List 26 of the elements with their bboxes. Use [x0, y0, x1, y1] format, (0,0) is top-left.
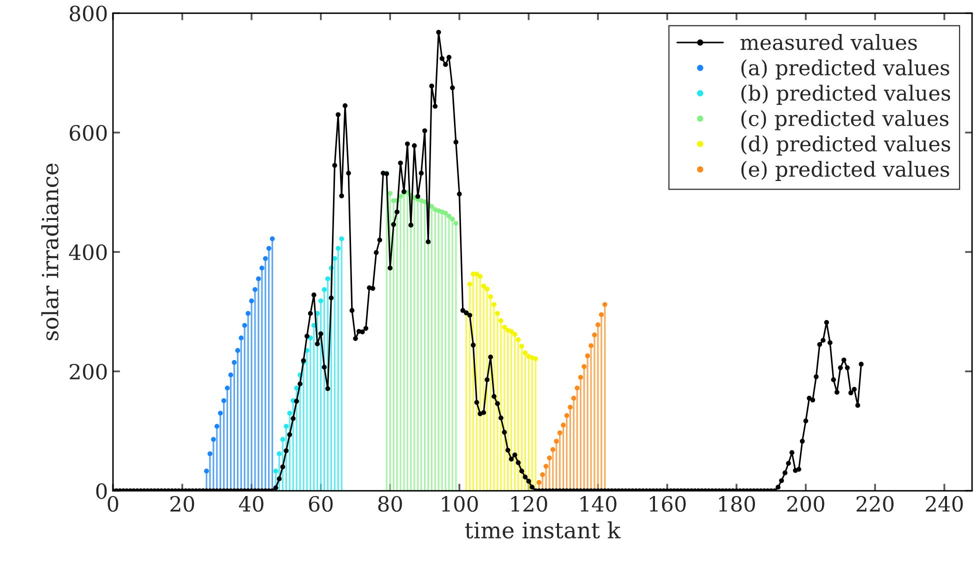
legend-label: (c) predicted values: [741, 110, 948, 130]
x-axis-title: time instant k: [465, 521, 621, 539]
x-tick-label: 60: [308, 496, 333, 512]
legend-label: (a) predicted values: [741, 59, 950, 80]
x-tick-label: 180: [719, 496, 755, 512]
legend-label: (b) predicted values: [741, 84, 950, 105]
y-tick-label: 0: [96, 483, 107, 499]
x-tick-label: 40: [238, 496, 264, 512]
x-tick-label: 0: [108, 496, 118, 512]
x-tick-label: 140: [580, 496, 616, 512]
y-tick-label: 400: [69, 244, 107, 260]
x-tick-label: 80: [378, 496, 402, 512]
y-tick-label: 600: [70, 125, 107, 141]
legend-label: (d) predicted values: [741, 135, 950, 156]
y-axis-title: solar irradiance: [41, 164, 58, 340]
legend-label: (e) predicted values: [741, 160, 950, 182]
y-tick-label: 200: [70, 364, 107, 380]
x-tick-label: 160: [650, 496, 686, 512]
legend-label: measured values: [740, 34, 917, 50]
x-tick-label: 240: [926, 496, 963, 512]
x-tick-label: 120: [511, 496, 548, 512]
x-tick-label: 200: [787, 496, 824, 512]
x-tick-label: 20: [170, 496, 194, 512]
x-tick-label: 100: [442, 496, 478, 512]
y-tick-label: 800: [70, 6, 107, 22]
x-tick-label: 220: [856, 496, 894, 512]
